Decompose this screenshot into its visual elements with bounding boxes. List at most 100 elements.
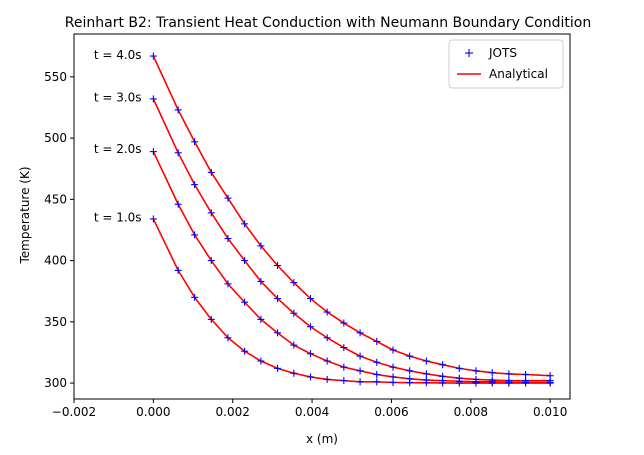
jots-point xyxy=(174,106,182,114)
analytical-line xyxy=(152,151,551,384)
chart-title: Reinhart B2: Transient Heat Conduction w… xyxy=(65,15,591,31)
analytical-line xyxy=(152,218,551,384)
time-annotation: t = 1.0s xyxy=(94,211,142,225)
jots-point xyxy=(389,373,397,381)
jots-point xyxy=(149,95,157,103)
legend: JOTS Analytical xyxy=(448,39,564,89)
jots-point xyxy=(241,347,249,355)
y-tick-label: 400 xyxy=(44,254,67,268)
jots-point xyxy=(340,344,348,352)
jots-point xyxy=(241,257,249,265)
jots-point xyxy=(191,293,199,301)
jots-point xyxy=(174,266,182,274)
x-tick-label: 0.008 xyxy=(454,405,488,419)
jots-point xyxy=(224,280,232,288)
jots-point xyxy=(488,369,496,377)
jots-point xyxy=(207,315,215,323)
jots-point xyxy=(389,346,397,354)
jots-point xyxy=(505,370,513,378)
jots-point xyxy=(340,363,348,371)
x-tick-label: 0.002 xyxy=(216,405,250,419)
jots-point xyxy=(323,308,331,316)
jots-point xyxy=(191,231,199,239)
jots-point xyxy=(406,367,414,375)
jots-point xyxy=(422,357,430,365)
jots-point xyxy=(389,363,397,371)
jots-point xyxy=(274,295,282,303)
jots-point xyxy=(356,329,364,337)
plot-area: t = 1.0s t = 2.0s t = 3.0s t = 4.0s xyxy=(73,33,571,400)
jots-point xyxy=(290,341,298,349)
jots-point xyxy=(191,181,199,189)
jots-point xyxy=(224,235,232,243)
jots-point xyxy=(149,52,157,60)
y-tick-label: 450 xyxy=(44,192,67,206)
jots-point xyxy=(323,375,331,383)
jots-point xyxy=(455,364,463,372)
jots-point xyxy=(373,358,381,366)
x-tick-label: 0.004 xyxy=(295,405,329,419)
y-axis-label: Temperature (K) xyxy=(18,166,32,264)
x-tick-label: −0.002 xyxy=(52,405,96,419)
legend-label: JOTS xyxy=(488,46,517,60)
jots-point xyxy=(356,378,364,386)
jots-point xyxy=(274,364,282,372)
jots-point xyxy=(257,277,265,285)
jots-point xyxy=(149,148,157,156)
analytical-line xyxy=(152,98,551,382)
jots-point xyxy=(224,334,232,342)
legend-label: Analytical xyxy=(489,67,548,81)
jots-point xyxy=(290,309,298,317)
legend-box xyxy=(448,39,564,89)
jots-point xyxy=(455,374,463,382)
series-t-1-0s xyxy=(149,215,554,387)
jots-point xyxy=(323,357,331,365)
plot-frame xyxy=(73,33,571,400)
jots-point xyxy=(257,357,265,365)
jots-point xyxy=(306,295,314,303)
jots-point xyxy=(306,350,314,358)
time-annotation: t = 4.0s xyxy=(94,48,142,62)
jots-point xyxy=(522,377,530,385)
jots-point xyxy=(241,298,249,306)
jots-point xyxy=(546,372,554,380)
jots-point xyxy=(373,371,381,379)
jots-point xyxy=(149,215,157,223)
jots-point xyxy=(406,352,414,360)
jots-point xyxy=(373,378,381,386)
jots-point xyxy=(274,329,282,337)
jots-point xyxy=(290,369,298,377)
jots-point xyxy=(439,361,447,369)
time-annotation: t = 2.0s xyxy=(94,142,142,156)
y-tick-label: 500 xyxy=(44,131,67,145)
jots-point xyxy=(488,376,496,384)
jots-point xyxy=(340,377,348,385)
jots-point xyxy=(439,372,447,380)
x-tick-label: 0.010 xyxy=(533,405,567,419)
jots-point xyxy=(323,334,331,342)
series-t-4-0s xyxy=(149,52,554,380)
time-annotation: t = 3.0s xyxy=(94,91,142,105)
jots-point xyxy=(472,367,480,375)
y-tick-label: 300 xyxy=(44,376,67,390)
x-tick-label: 0.006 xyxy=(374,405,408,419)
jots-point xyxy=(406,375,414,383)
jots-point xyxy=(241,220,249,228)
x-axis-label: x (m) xyxy=(306,432,338,446)
jots-point xyxy=(422,370,430,378)
jots-point xyxy=(472,375,480,383)
y-tick-label: 550 xyxy=(44,70,67,84)
jots-point xyxy=(340,319,348,327)
y-axis: 300 350 400 450 500 550 xyxy=(44,70,74,390)
jots-point xyxy=(207,257,215,265)
jots-point xyxy=(191,138,199,146)
jots-point xyxy=(356,352,364,360)
jots-point xyxy=(290,279,298,287)
legend-item: JOTS xyxy=(465,46,517,60)
jots-point xyxy=(522,371,530,379)
jots-point xyxy=(207,209,215,217)
series-t-3-0s xyxy=(149,95,554,385)
jots-point xyxy=(224,194,232,202)
jots-point xyxy=(356,367,364,375)
x-axis: −0.002 0.000 0.002 0.004 0.006 0.008 0.010 xyxy=(52,399,567,419)
